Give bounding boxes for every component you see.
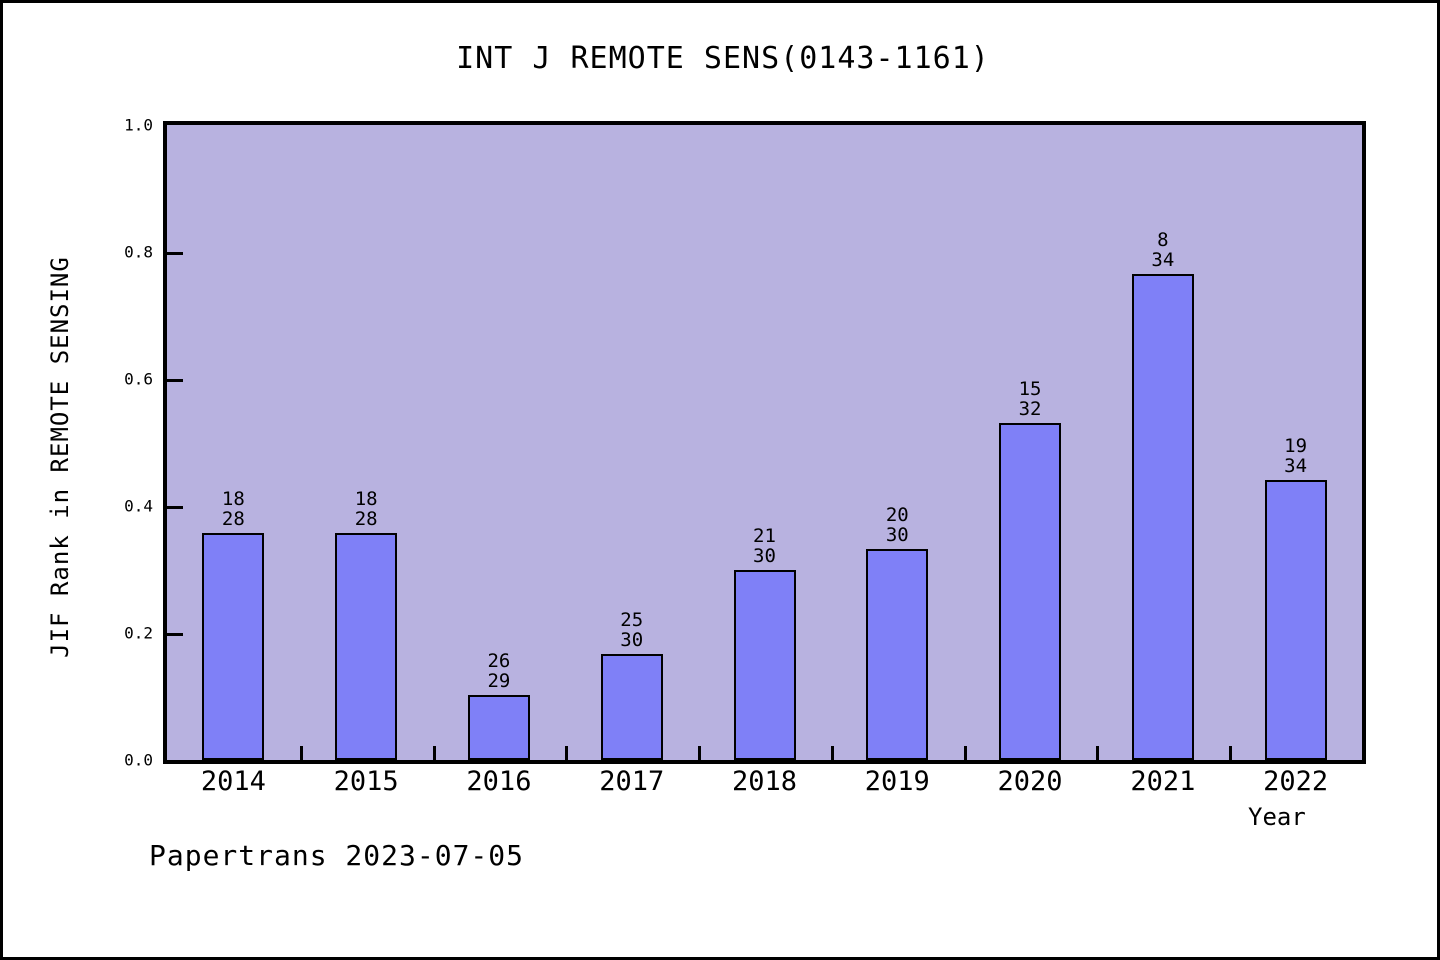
bar-group[interactable]: 20 30	[866, 125, 929, 760]
bar-total-value: 34	[1284, 454, 1308, 477]
bar-rank-value: 21	[753, 524, 776, 547]
bar-total-value: 30	[885, 523, 909, 546]
y-axis-tick-label: 0.4	[124, 496, 153, 516]
y-axis-tick-label: 0.6	[124, 369, 153, 389]
bar-total-value: 28	[221, 508, 245, 531]
bar-group[interactable]: 21 30	[733, 125, 796, 760]
bar-group[interactable]: 26 29	[467, 125, 530, 760]
y-axis-title: JIF Rank in REMOTE SENSING	[46, 256, 74, 658]
x-axis-tick-mark	[698, 746, 702, 760]
bar[interactable]	[733, 569, 796, 760]
x-axis-tick-mark	[432, 746, 436, 760]
bar[interactable]	[467, 694, 530, 760]
bar-total-value: 30	[753, 544, 776, 567]
bar[interactable]	[1131, 274, 1194, 760]
bar-value-label: 8 34	[1093, 230, 1233, 270]
bar-value-label: 25 30	[562, 610, 702, 650]
bar-group[interactable]: 18 28	[202, 125, 265, 760]
x-axis-tick-mark	[565, 746, 569, 760]
y-axis-tick-label: 0.0	[124, 750, 153, 770]
y-axis-tick-mark	[167, 252, 183, 255]
bar-total-value: 30	[620, 628, 644, 651]
x-axis-tick-label-2018: 2018	[731, 766, 798, 797]
bar-value-label: 19 34	[1226, 436, 1366, 476]
x-axis-tick-label-2020: 2020	[997, 766, 1063, 797]
bar-value-label: 20 30	[827, 505, 967, 545]
x-axis-tick-mark	[1096, 746, 1100, 760]
bar-rank-value: 8	[1157, 229, 1169, 252]
bar-rank-value: 26	[487, 649, 511, 672]
y-axis-tick-label: 0.2	[124, 623, 153, 643]
x-axis-tick-mark	[299, 746, 303, 760]
x-axis-tick-label-2019: 2019	[864, 766, 930, 797]
x-axis-tick-label-2014: 2014	[200, 766, 266, 797]
y-axis-tick-label: 0.8	[124, 242, 153, 262]
x-axis-tick-label-2015: 2015	[333, 766, 399, 797]
x-axis-tick-labels: 2014 2015 2016 2017 2018 2019 2020 2021 2022	[163, 766, 1366, 806]
bar-rank-value: 25	[620, 608, 644, 631]
bar-rank-value: 18	[354, 488, 378, 511]
bar[interactable]	[999, 422, 1062, 760]
x-axis-tick-label-2021: 2021	[1130, 766, 1196, 797]
bar-rank-value: 20	[885, 503, 909, 526]
x-axis-tick-label-2017: 2017	[599, 766, 665, 797]
y-axis-tick-mark	[167, 633, 183, 636]
y-axis-tick-label: 1.0	[124, 115, 153, 135]
x-axis-tick-label-2016: 2016	[466, 766, 532, 797]
x-axis-tick-label-2022: 2022	[1263, 766, 1329, 797]
plot-area: 18 28 18 28 26 29 25 30 21 30 20 30 15 32 8 34 19 34	[163, 121, 1366, 764]
bar-total-value: 32	[1018, 397, 1042, 420]
bar-value-label: 21 30	[695, 526, 835, 566]
bar-value-label: 18 28	[163, 489, 303, 529]
bar[interactable]	[866, 548, 929, 760]
y-axis-tick-mark	[167, 379, 183, 382]
y-axis-tick-mark	[167, 506, 183, 509]
x-axis-tick-mark	[830, 746, 834, 760]
bar-total-value: 28	[354, 508, 378, 531]
bar-group[interactable]: 19 34	[1264, 125, 1327, 760]
bar-total-value: 34	[1151, 249, 1175, 272]
bar-value-label: 26 29	[429, 651, 569, 691]
bar-value-label: 15 32	[960, 379, 1100, 419]
bar-rank-value: 18	[221, 488, 245, 511]
footer-note: Papertrans 2023-07-05	[149, 839, 525, 872]
page-title: INT J REMOTE SENS(0143-1161)	[456, 41, 990, 76]
bar-total-value: 29	[487, 669, 511, 692]
plot-inner: 18 28 18 28 26 29 25 30 21 30 20 30 15 32 8 34 19 34	[167, 125, 1362, 760]
x-axis-tick-mark	[1229, 746, 1233, 760]
bar-rank-value: 15	[1018, 377, 1042, 400]
x-axis-tick-mark	[963, 746, 967, 760]
bar-group[interactable]: 25 30	[600, 125, 663, 760]
bar-rank-value: 19	[1284, 434, 1308, 457]
bar-group[interactable]: 18 28	[335, 125, 398, 760]
bar[interactable]	[1264, 479, 1327, 760]
bar-value-label: 18 28	[296, 489, 436, 529]
bar[interactable]	[335, 533, 398, 760]
bar-group[interactable]: 8 34	[1131, 125, 1194, 760]
bar[interactable]	[600, 653, 663, 760]
x-axis-title: Year	[1248, 803, 1306, 831]
bar-group[interactable]: 15 32	[999, 125, 1062, 760]
bar[interactable]	[202, 533, 265, 760]
